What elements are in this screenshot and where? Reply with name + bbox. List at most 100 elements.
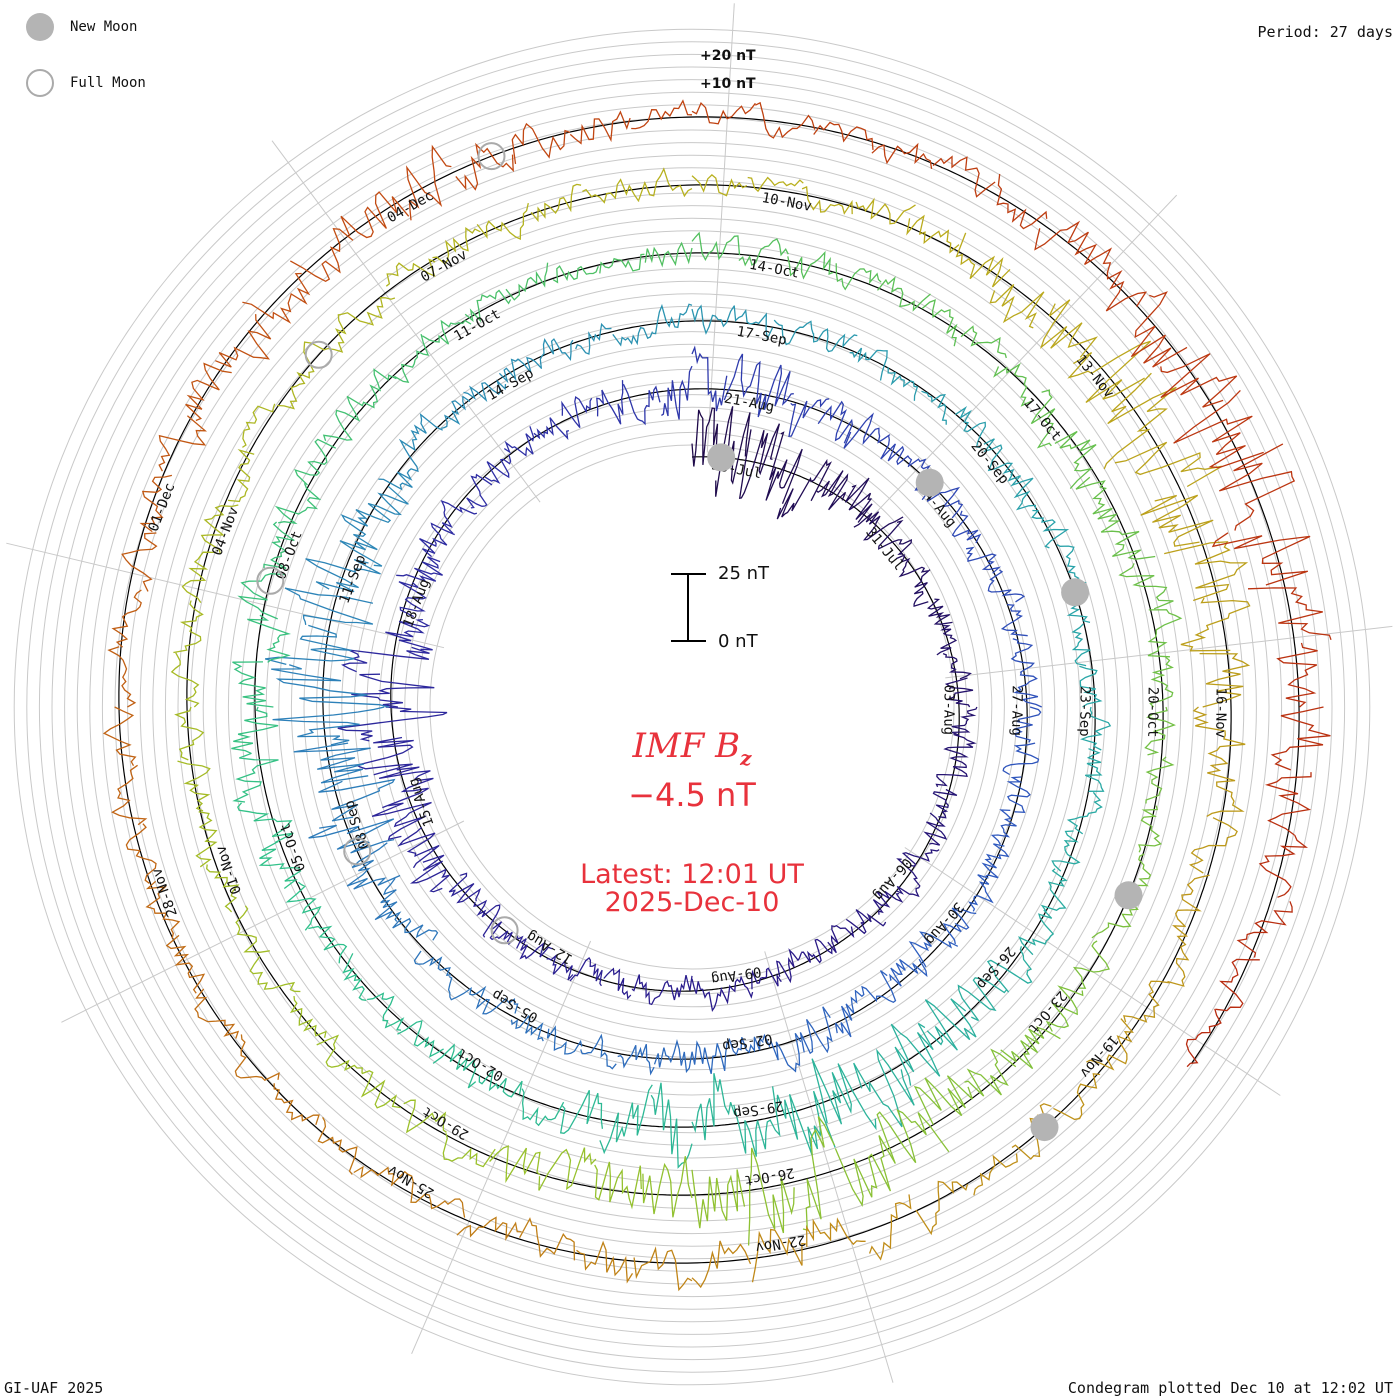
bz-trace-segment bbox=[755, 101, 816, 139]
bz-trace-segment bbox=[441, 395, 471, 430]
bz-trace-segment bbox=[751, 1228, 807, 1283]
bz-trace-segment bbox=[337, 706, 448, 742]
bz-trace-segment bbox=[125, 823, 157, 884]
bz-trace-segment bbox=[1051, 830, 1081, 872]
grid-circle bbox=[26, 41, 1358, 1373]
grid-spoke bbox=[61, 820, 465, 1023]
bz-trace-segment bbox=[505, 262, 549, 301]
bz-trace-segment bbox=[174, 706, 205, 761]
bz-trace-segment bbox=[552, 265, 599, 284]
bz-trace-segment bbox=[354, 736, 414, 776]
bz-trace-segment bbox=[788, 398, 830, 438]
center-title: IMF Bz bbox=[492, 726, 892, 770]
date-label: 23-Sep bbox=[1076, 686, 1093, 737]
bz-trace-segment bbox=[691, 407, 720, 468]
bz-trace-segment bbox=[1211, 532, 1311, 586]
bz-trace-segment bbox=[489, 1145, 541, 1184]
bz-trace-segment bbox=[913, 1075, 974, 1125]
bz-trace-segment bbox=[1079, 665, 1103, 708]
bz-trace-segment bbox=[271, 664, 390, 708]
grid-spoke bbox=[945, 625, 1393, 679]
grid-circle bbox=[278, 293, 1106, 1121]
grid-circle bbox=[341, 356, 1043, 1058]
bz-trace-segment bbox=[594, 1161, 642, 1210]
bz-trace-segment bbox=[1114, 441, 1223, 488]
bz-trace-segment bbox=[834, 990, 858, 1038]
bz-trace-segment bbox=[227, 449, 255, 503]
bz-trace-segment bbox=[1034, 220, 1099, 265]
bz-trace-segment bbox=[1247, 587, 1332, 641]
grid-circle bbox=[13, 28, 1371, 1386]
bz-trace-segment bbox=[1072, 940, 1110, 989]
bz-trace-segment bbox=[121, 532, 158, 592]
bz-trace-segment bbox=[691, 174, 748, 197]
bz-trace-segment bbox=[274, 483, 322, 525]
center-title-text: IMF B bbox=[632, 726, 741, 766]
legend-new-moon: New Moon bbox=[26, 13, 137, 41]
bz-trace-segment bbox=[308, 818, 395, 854]
bz-trace-segment bbox=[1053, 1073, 1101, 1121]
bz-trace-segment bbox=[392, 917, 439, 941]
grid-spoke bbox=[764, 951, 894, 1383]
bz-trace-segment bbox=[1080, 706, 1112, 751]
bz-trace-segment bbox=[242, 272, 311, 324]
grid-circle bbox=[404, 419, 980, 995]
bz-trace-segment bbox=[1013, 706, 1042, 743]
bz-trace-segment bbox=[277, 361, 315, 410]
grid-circle bbox=[51, 66, 1333, 1348]
bz-trace-segment bbox=[1013, 672, 1042, 708]
bz-trace-segment bbox=[855, 970, 897, 1004]
bz-trace-segment bbox=[765, 431, 803, 504]
bz-trace-segment bbox=[346, 842, 401, 890]
bz-trace-segment bbox=[232, 752, 279, 803]
bz-trace-segment bbox=[633, 1246, 693, 1292]
bz-trace-segment bbox=[811, 1058, 877, 1131]
bz-trace-segment bbox=[1103, 372, 1177, 470]
bz-trace-segment bbox=[242, 403, 276, 448]
bz-trace-segment bbox=[691, 345, 728, 412]
new-moon-marker bbox=[1114, 881, 1143, 910]
bz-trace-segment bbox=[827, 924, 855, 954]
bz-trace-segment bbox=[691, 1169, 746, 1229]
bz-trace-segment bbox=[661, 974, 693, 1001]
bz-trace-segment bbox=[653, 1038, 693, 1074]
bz-trace-segment bbox=[264, 624, 355, 666]
footer-left: GI-UAF 2025 bbox=[4, 1379, 104, 1397]
bz-trace-segment bbox=[986, 946, 1033, 993]
bz-trace-segment bbox=[617, 1043, 655, 1076]
bz-trace-segment bbox=[801, 938, 833, 964]
bz-trace-segment bbox=[983, 438, 1015, 476]
bz-trace-segment bbox=[378, 447, 419, 491]
bz-trace-segment bbox=[473, 899, 501, 938]
bz-trace-segment bbox=[1264, 772, 1312, 836]
full-moon-marker bbox=[256, 566, 285, 595]
bz-trace-segment bbox=[237, 573, 285, 620]
bz-trace-segment bbox=[374, 878, 402, 922]
grid-circle bbox=[89, 104, 1295, 1310]
legend-new-moon-label: New Moon bbox=[70, 19, 138, 35]
bz-trace-segment bbox=[1138, 805, 1162, 853]
bz-trace-segment bbox=[747, 176, 804, 193]
bz-trace-segment bbox=[158, 415, 208, 472]
bz-trace-segment bbox=[1236, 901, 1293, 958]
bz-trace-segment bbox=[419, 522, 455, 558]
bz-trace-segment bbox=[367, 992, 405, 1031]
bz-trace-segment bbox=[413, 950, 452, 976]
bz-trace-segment bbox=[139, 474, 173, 533]
bz-trace-segment bbox=[272, 706, 385, 746]
grid-spoke bbox=[271, 140, 541, 503]
bz-trace-segment bbox=[285, 881, 322, 931]
bz-trace-segment bbox=[397, 826, 440, 869]
bz-trace-segment bbox=[813, 121, 874, 150]
bz-trace-segment bbox=[691, 1073, 736, 1141]
bz-trace-segment bbox=[1091, 902, 1139, 939]
bz-trace-segment bbox=[398, 581, 427, 618]
bz-trace-segment bbox=[308, 925, 348, 964]
bz-trace-segment bbox=[642, 1156, 693, 1218]
bz-trace-segment bbox=[1097, 247, 1148, 312]
bz-trace-segment bbox=[200, 504, 239, 554]
bz-trace-segment bbox=[691, 1240, 752, 1289]
bz-trace-segment bbox=[955, 232, 1011, 288]
bz-trace-segment bbox=[877, 519, 913, 556]
legend-full-moon-label: Full Moon bbox=[70, 75, 146, 91]
